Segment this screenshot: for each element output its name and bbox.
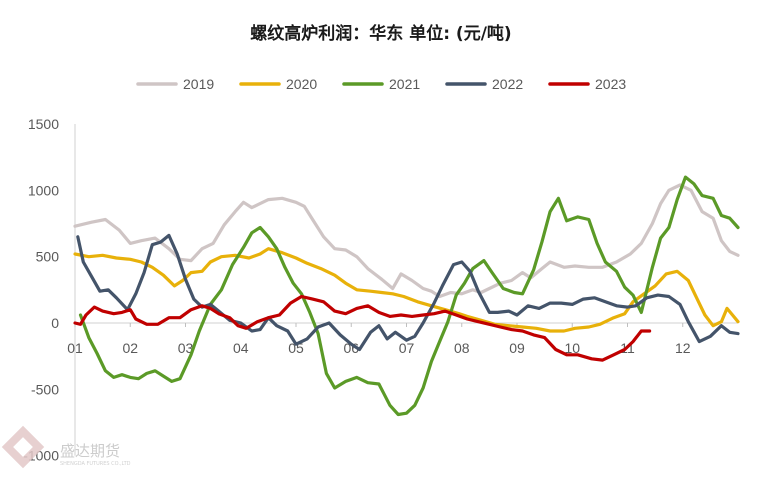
x-tick-label: 08	[454, 340, 470, 356]
series-line-2021	[78, 175, 740, 417]
x-tick-label: 06	[343, 340, 359, 356]
plot-area	[73, 175, 740, 417]
series-line-2023	[73, 294, 652, 362]
series-line-2020	[73, 247, 740, 333]
legend-label-2021: 2021	[389, 76, 420, 92]
y-tick-label: 0	[51, 315, 59, 331]
chart-legend: 2019 2020 2021 2022 2023	[136, 76, 626, 92]
watermark-logo-icon	[1, 425, 45, 469]
y-tick-label: -500	[31, 381, 59, 397]
x-tick-label: 04	[233, 340, 249, 356]
y-tick-label: 1500	[28, 116, 59, 132]
watermark-text: 盛达期货	[60, 442, 120, 460]
watermark: 盛达期货 SHENGDA FUTURES CO.,LTD	[1, 425, 131, 469]
x-axis: 01 02 03 04 05 06 07 08 09 10 11 12	[67, 322, 738, 356]
legend-label-2019: 2019	[183, 76, 214, 92]
x-tick-label: 10	[564, 340, 580, 356]
watermark-subtext: SHENGDA FUTURES CO.,LTD	[60, 461, 131, 467]
y-tick-label: 500	[36, 249, 60, 265]
x-tick-label: 02	[122, 340, 138, 356]
x-tick-label: 12	[675, 340, 691, 356]
x-tick-label: 03	[178, 340, 194, 356]
chart-title: 螺纹高炉利润：华东 单位: (元/吨)	[250, 23, 511, 44]
x-tick-label: 07	[399, 340, 415, 356]
legend-label-2023: 2023	[595, 76, 626, 92]
y-tick-label: 1000	[28, 182, 59, 198]
series-line-2019	[73, 183, 740, 299]
x-tick-label: 01	[67, 340, 83, 356]
x-tick-label: 09	[509, 340, 525, 356]
legend-label-2022: 2022	[492, 76, 523, 92]
legend-label-2020: 2020	[286, 76, 317, 92]
series-line-2022	[76, 233, 740, 352]
